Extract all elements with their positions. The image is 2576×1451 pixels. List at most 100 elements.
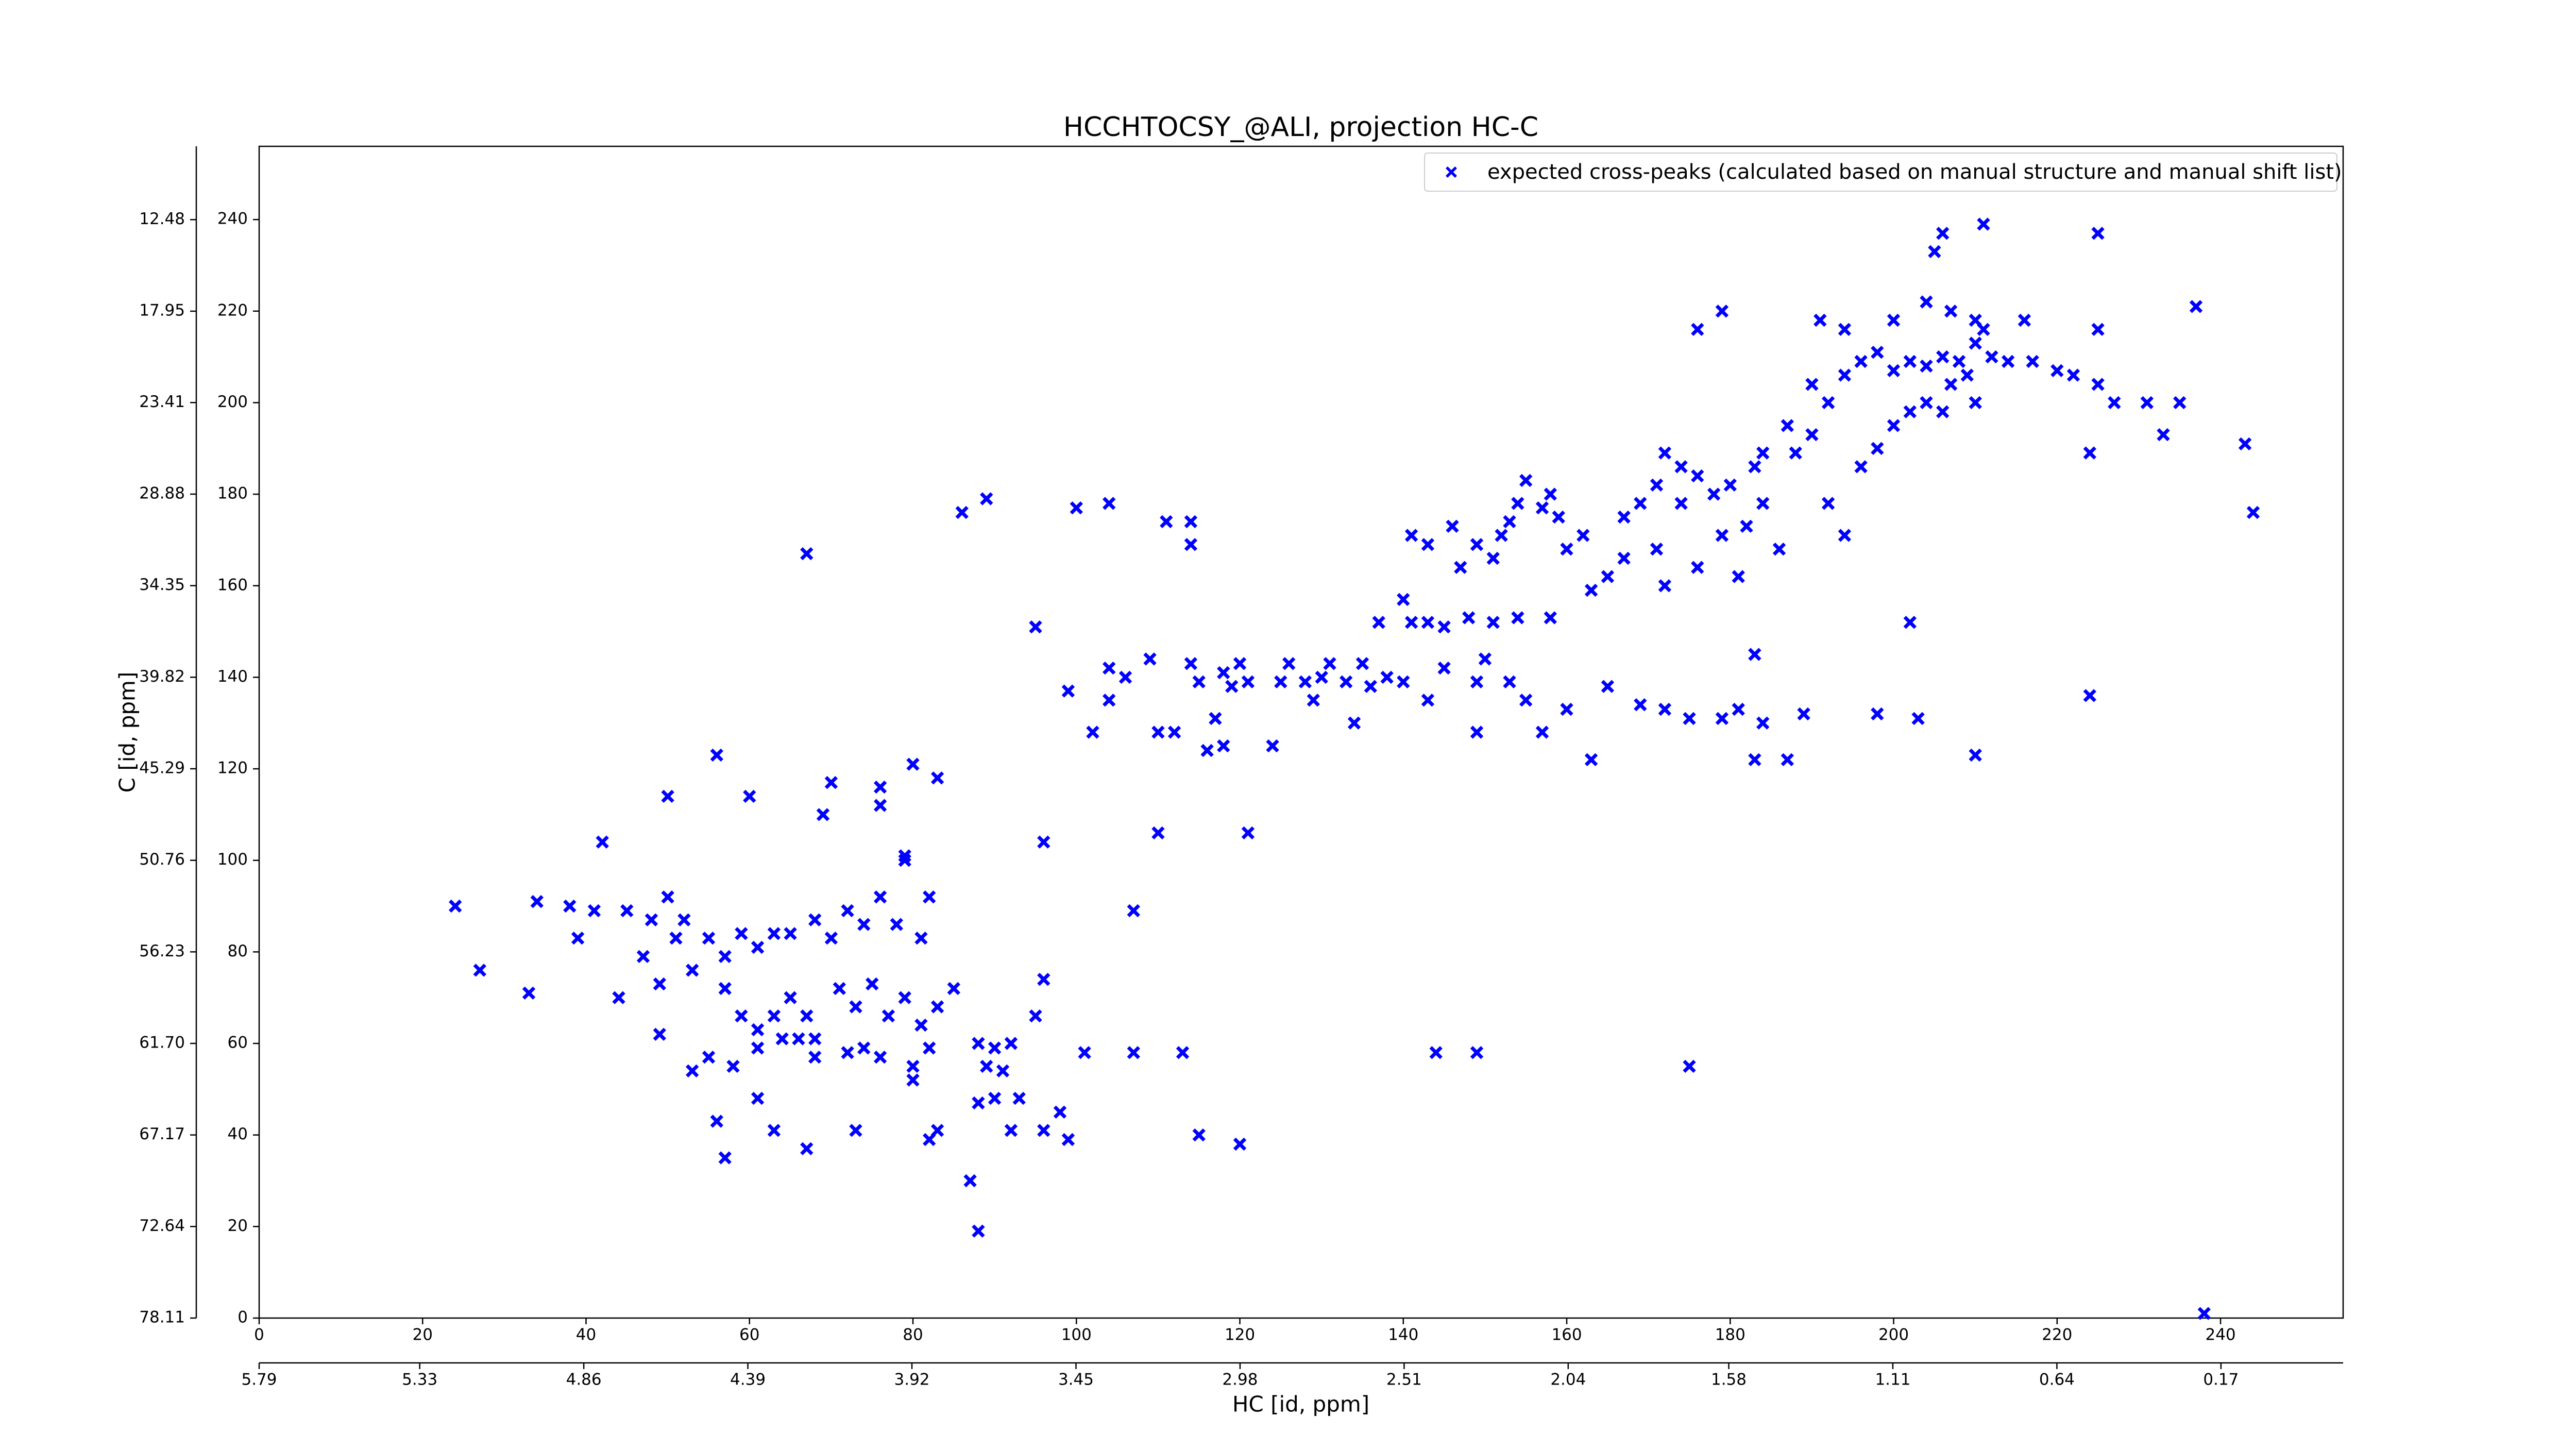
cross-peak <box>2066 368 2080 382</box>
cross-peak <box>849 1124 862 1137</box>
cross-peak <box>1151 726 1165 739</box>
cross-peak <box>1200 744 1214 757</box>
cross-peak <box>792 1032 805 1045</box>
y2-tick-label: 45.29 <box>139 758 185 777</box>
cross-peak <box>1821 396 1835 410</box>
cross-peak <box>873 780 887 794</box>
cross-peak <box>882 1009 895 1023</box>
cross-peak <box>1584 583 1598 597</box>
cross-peak <box>1421 616 1435 629</box>
cross-peak <box>922 1041 936 1055</box>
cross-peak <box>1584 753 1598 767</box>
cross-peak <box>677 913 691 926</box>
cross-peak <box>1756 497 1770 510</box>
cross-peak <box>2083 689 2097 702</box>
cross-peak <box>596 835 609 849</box>
cross-peak <box>1184 657 1198 670</box>
cross-peak <box>1789 446 1802 460</box>
cross-peak <box>1241 826 1255 840</box>
cross-peak <box>1544 611 1557 625</box>
cross-peak <box>2108 396 2121 410</box>
cross-peak <box>1797 707 1810 721</box>
cross-peak <box>1535 726 1549 739</box>
cross-peak <box>1004 1037 1018 1050</box>
cross-peak <box>1723 478 1737 492</box>
cross-peak <box>1519 694 1533 707</box>
y2-tick-label: 17.95 <box>139 301 185 319</box>
cross-peak <box>735 927 748 940</box>
cross-peak <box>751 1023 765 1037</box>
y-tick-label: 160 <box>217 576 248 594</box>
cross-peak <box>1577 529 1590 542</box>
cross-peak <box>751 940 765 954</box>
y2-tick-label: 67.17 <box>139 1125 185 1143</box>
cross-peak <box>963 1174 977 1188</box>
y-tick-label: 80 <box>228 942 248 960</box>
cross-peak <box>2140 396 2154 410</box>
cross-peak <box>1756 716 1770 730</box>
cross-peak <box>571 931 585 945</box>
cross-peak <box>1977 217 1990 231</box>
cross-peak <box>1437 620 1451 634</box>
cross-peak <box>1037 1124 1050 1137</box>
cross-peak <box>1552 510 1565 524</box>
y2-tick-label: 72.64 <box>139 1217 185 1235</box>
cross-peak <box>1560 702 1573 716</box>
y2-tick-label: 12.48 <box>139 210 185 228</box>
x-tick-label: 240 <box>2205 1326 2235 1344</box>
cross-peak <box>1266 739 1279 753</box>
cross-peak <box>1650 478 1664 492</box>
cross-peak <box>2246 505 2260 519</box>
cross-peak <box>1674 460 1688 474</box>
cross-peak <box>710 1115 724 1128</box>
plot-frame <box>258 145 2344 1319</box>
cross-peak <box>1470 726 1484 739</box>
cross-peak <box>1903 616 1917 629</box>
cross-peak <box>1282 657 1296 670</box>
y-tick-label: 180 <box>217 484 248 503</box>
cross-peak <box>898 853 911 867</box>
cross-peak <box>1748 753 1761 767</box>
cross-peak <box>1486 551 1500 565</box>
cross-peak <box>1838 368 1852 382</box>
y2-tick-label: 34.35 <box>139 576 185 594</box>
cross-peak <box>1053 1105 1067 1119</box>
y-tick-label: 100 <box>217 850 248 869</box>
cross-peak <box>1511 497 1524 510</box>
cross-peak <box>1887 419 1901 432</box>
cross-peak <box>767 1124 781 1137</box>
cross-peak <box>563 899 577 913</box>
cross-peak <box>1617 551 1631 565</box>
cross-peak <box>1944 378 1958 391</box>
cross-peak <box>1658 446 1672 460</box>
cross-peak <box>1952 355 1966 368</box>
x-tick-label: 20 <box>413 1326 433 1344</box>
y2-tick-label: 78.11 <box>139 1308 185 1327</box>
cross-peak <box>1127 904 1141 918</box>
cross-peak <box>988 1041 1002 1055</box>
cross-peak <box>1658 579 1672 593</box>
cross-peak <box>1756 446 1770 460</box>
cross-peak <box>1209 712 1222 726</box>
cross-peak <box>784 927 797 940</box>
y-tick-label: 200 <box>217 393 248 411</box>
cross-peak <box>930 771 944 785</box>
cross-peak <box>620 904 634 918</box>
cross-peak <box>980 1059 993 1073</box>
cross-peak <box>865 977 879 991</box>
cross-peak <box>1421 538 1435 551</box>
cross-peak <box>1217 739 1230 753</box>
cross-peak <box>784 991 797 1004</box>
cross-peak <box>922 1133 936 1146</box>
cross-peak <box>1707 487 1721 501</box>
cross-peak <box>1233 1137 1247 1151</box>
cross-peak <box>1486 616 1500 629</box>
x-tick-label: 80 <box>903 1326 923 1344</box>
cross-peak <box>1029 1009 1042 1023</box>
cross-peak <box>2189 300 2203 313</box>
cross-peak <box>833 982 846 996</box>
cross-peak <box>1544 487 1557 501</box>
legend-marker <box>1446 166 1457 178</box>
cross-peak <box>841 1046 854 1059</box>
